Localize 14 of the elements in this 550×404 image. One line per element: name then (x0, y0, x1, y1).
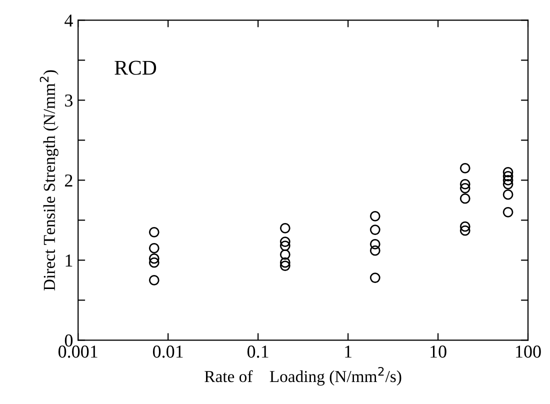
y-tick-label: 2 (65, 174, 72, 186)
annotation: RCD (114, 60, 156, 75)
y-tick-label: 4 (64, 14, 73, 26)
x-tick-label: 0.001 (58, 346, 98, 358)
x-tick-label: 1 (345, 346, 352, 358)
x-tick-label: 0.1 (247, 346, 268, 358)
x-axis-title: Rate of Loading (N/mm$^{2}$/s) (204, 366, 402, 386)
y-tick-label: 1 (66, 254, 72, 266)
y-axis-title: Direct Tensile Strength (N/mm$^{2}$) (40, 70, 58, 290)
x-tick-label: 10 (430, 346, 446, 358)
x-tick-label: 100 (516, 346, 541, 358)
x-tick-label: 0.01 (152, 346, 183, 358)
y-tick-label: 3 (65, 94, 73, 107)
y-tick-label: 0 (64, 334, 73, 347)
